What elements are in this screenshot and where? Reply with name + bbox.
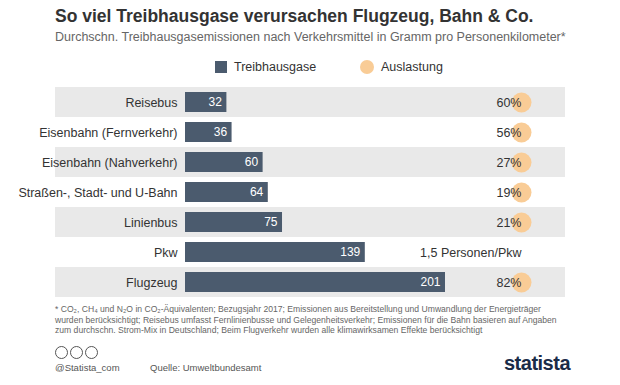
html-text:statista: statista xyxy=(504,352,570,374)
svg-text:56%: 56% xyxy=(496,126,521,140)
svg-text:1,5 Personen/Pkw: 1,5 Personen/Pkw xyxy=(420,246,522,260)
html-text:* CO₂, CH₄ und N₂O in CO₂-Äqui: * CO₂, CH₄ und N₂O in CO₂-Äquivalenten; … xyxy=(55,304,557,335)
svg-text:75: 75 xyxy=(264,215,278,229)
svg-text:21%: 21% xyxy=(496,216,521,230)
html-text:Quelle: Umweltbundesamt: Quelle: Umweltbundesamt xyxy=(150,362,262,373)
svg-text:Eisenbahn (Fernverkehr): Eisenbahn (Fernverkehr) xyxy=(39,126,177,140)
svg-text:82%: 82% xyxy=(496,276,521,290)
svg-text:Pkw: Pkw xyxy=(154,246,179,260)
svg-text:64: 64 xyxy=(250,185,264,199)
svg-text:139: 139 xyxy=(340,245,360,259)
svg-text:36: 36 xyxy=(214,125,228,139)
html-text:Treibhausgase: Treibhausgase xyxy=(234,60,317,74)
svg-text:Straßen-, Stadt- und U-Bahn: Straßen-, Stadt- und U-Bahn xyxy=(18,186,177,200)
svg-text:27%: 27% xyxy=(496,156,521,170)
svg-text:Eisenbahn (Nahverkehr): Eisenbahn (Nahverkehr) xyxy=(42,156,178,170)
svg-text:Reisebus: Reisebus xyxy=(125,96,177,110)
html-text:Auslastung: Auslastung xyxy=(381,60,443,74)
svg-text:60: 60 xyxy=(245,155,259,169)
html-text:@Statista_com: @Statista_com xyxy=(55,362,120,373)
svg-text:60%: 60% xyxy=(496,96,521,110)
svg-text:19%: 19% xyxy=(496,186,521,200)
svg-text:Linienbus: Linienbus xyxy=(124,216,178,230)
html-text:Durchschn. Treibhausgasemissio: Durchschn. Treibhausgasemissionen nach V… xyxy=(55,30,566,44)
html-text:So viel Treibhausgase verursac: So viel Treibhausgase verursachen Flugze… xyxy=(55,6,534,26)
svg-text:Flugzeug: Flugzeug xyxy=(126,276,177,290)
svg-text:32: 32 xyxy=(209,95,223,109)
svg-text:201: 201 xyxy=(420,275,440,289)
